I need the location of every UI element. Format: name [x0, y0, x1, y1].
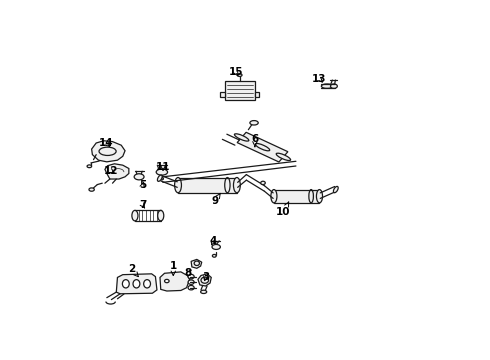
Text: 13: 13	[312, 74, 327, 84]
Polygon shape	[274, 190, 319, 203]
Ellipse shape	[133, 280, 140, 288]
Polygon shape	[178, 177, 237, 193]
Ellipse shape	[144, 280, 150, 288]
Text: 3: 3	[202, 273, 209, 283]
Text: 5: 5	[139, 180, 147, 190]
Ellipse shape	[89, 188, 94, 191]
Ellipse shape	[276, 153, 291, 161]
Polygon shape	[220, 92, 224, 97]
Polygon shape	[92, 141, 125, 162]
Text: 14: 14	[99, 138, 113, 148]
Text: 9: 9	[212, 193, 220, 206]
Ellipse shape	[87, 165, 92, 168]
Ellipse shape	[174, 177, 181, 193]
Ellipse shape	[234, 134, 249, 141]
Polygon shape	[198, 274, 211, 286]
Ellipse shape	[188, 274, 194, 279]
Text: 1: 1	[170, 261, 177, 275]
Text: 15: 15	[229, 67, 243, 77]
Text: 4: 4	[209, 237, 217, 246]
Ellipse shape	[212, 244, 220, 249]
Text: 6: 6	[251, 134, 259, 147]
Ellipse shape	[157, 175, 162, 181]
Ellipse shape	[250, 121, 258, 125]
Ellipse shape	[122, 280, 129, 288]
Text: 10: 10	[276, 202, 291, 217]
Ellipse shape	[212, 255, 216, 257]
Polygon shape	[237, 132, 288, 162]
Polygon shape	[105, 164, 129, 179]
Ellipse shape	[165, 279, 169, 283]
Polygon shape	[160, 272, 190, 291]
Polygon shape	[255, 92, 260, 97]
Ellipse shape	[188, 280, 194, 284]
Ellipse shape	[330, 84, 337, 89]
Ellipse shape	[317, 190, 322, 203]
Polygon shape	[191, 260, 202, 268]
Ellipse shape	[188, 285, 194, 290]
Ellipse shape	[261, 181, 265, 185]
Polygon shape	[224, 81, 255, 100]
Ellipse shape	[271, 190, 277, 203]
Ellipse shape	[200, 290, 207, 293]
Ellipse shape	[132, 210, 138, 221]
Text: 2: 2	[128, 264, 138, 276]
Ellipse shape	[160, 177, 163, 180]
Text: 11: 11	[156, 162, 170, 172]
Ellipse shape	[233, 177, 240, 193]
Polygon shape	[116, 274, 157, 294]
Text: 8: 8	[185, 268, 192, 278]
Ellipse shape	[134, 174, 144, 180]
Text: 12: 12	[103, 166, 118, 176]
Text: 7: 7	[139, 201, 147, 210]
Ellipse shape	[238, 74, 242, 76]
Ellipse shape	[156, 169, 168, 175]
Ellipse shape	[321, 84, 333, 89]
Ellipse shape	[333, 186, 338, 193]
Ellipse shape	[158, 210, 164, 221]
